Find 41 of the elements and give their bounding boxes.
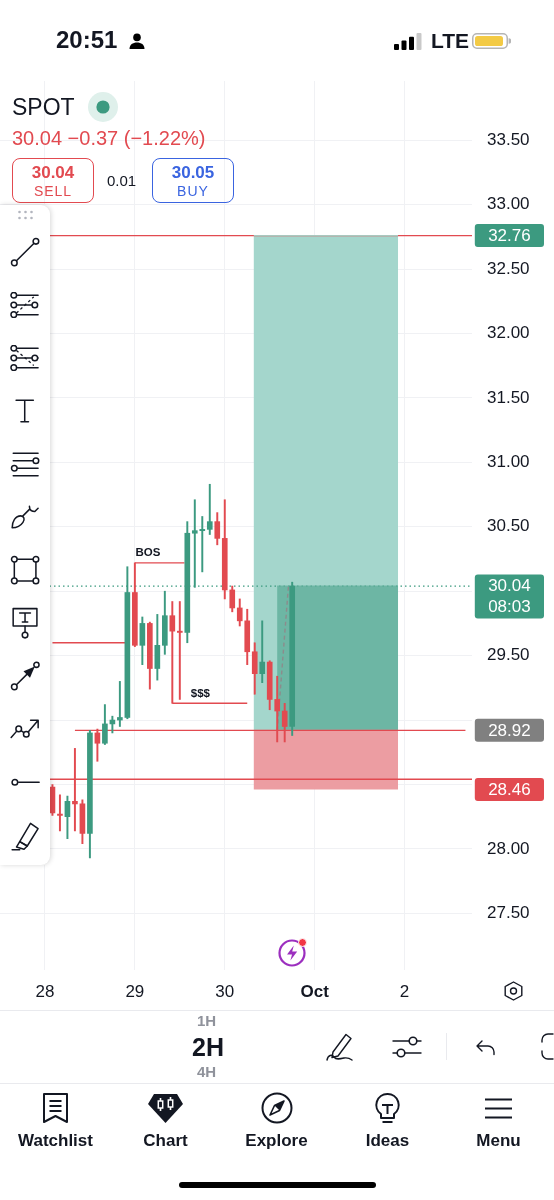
y-tick-label: 32.50 [487, 258, 530, 278]
text: 32.76 [488, 225, 531, 245]
y-tick-label: 32.00 [487, 323, 530, 343]
y-tick-label: 31.50 [487, 387, 530, 407]
y-tick-label: 28.00 [487, 838, 530, 858]
annotation: BOS [135, 546, 161, 559]
annotation: $$$ [190, 686, 211, 699]
y-tick-label: 33.50 [487, 129, 530, 149]
text: Chart [142, 1131, 189, 1151]
sell-button: 30.04 SELL [12, 158, 94, 203]
text: Watchlist [17, 1131, 94, 1151]
annotation: 30.05 [170, 163, 216, 183]
y-tick-label: 30.50 [487, 516, 530, 536]
y-tick-label: 31.00 [487, 452, 530, 472]
x-tick-label: 29 [125, 981, 145, 1001]
text: SPOT [12, 93, 75, 121]
y-tick-label: 29.50 [487, 645, 530, 665]
text: 1H [197, 1012, 217, 1030]
annotation: BUY [176, 183, 210, 200]
annotation: 0.01 [107, 172, 137, 190]
x-tick-label: Oct [300, 981, 330, 1001]
text: 20:51 [56, 26, 118, 54]
annotation: 30.04 [30, 163, 76, 183]
y-tick-label: 27.50 [487, 903, 530, 922]
text: Ideas [364, 1131, 411, 1151]
annotation: SELL [32, 183, 74, 200]
text: 4H [197, 1063, 217, 1081]
buy-button: 30.05 BUY [152, 158, 234, 203]
text: 28.92 [488, 720, 531, 740]
text: 2H [192, 1033, 224, 1062]
text: LTE [431, 29, 470, 54]
text: 08:03 [488, 597, 531, 617]
text: Explore [244, 1131, 309, 1151]
x-tick-label: 2 [399, 981, 410, 1001]
y-tick-label: 33.00 [487, 194, 530, 214]
text: 30.04 −0.37 (−1.22%) [12, 127, 206, 150]
ref-line-label: 30.04 [488, 576, 531, 596]
x-tick-label: 28 [35, 981, 55, 1001]
x-tick-label: 30 [215, 981, 235, 1001]
text: 28.46 [488, 779, 531, 799]
text: Menu [475, 1131, 522, 1151]
